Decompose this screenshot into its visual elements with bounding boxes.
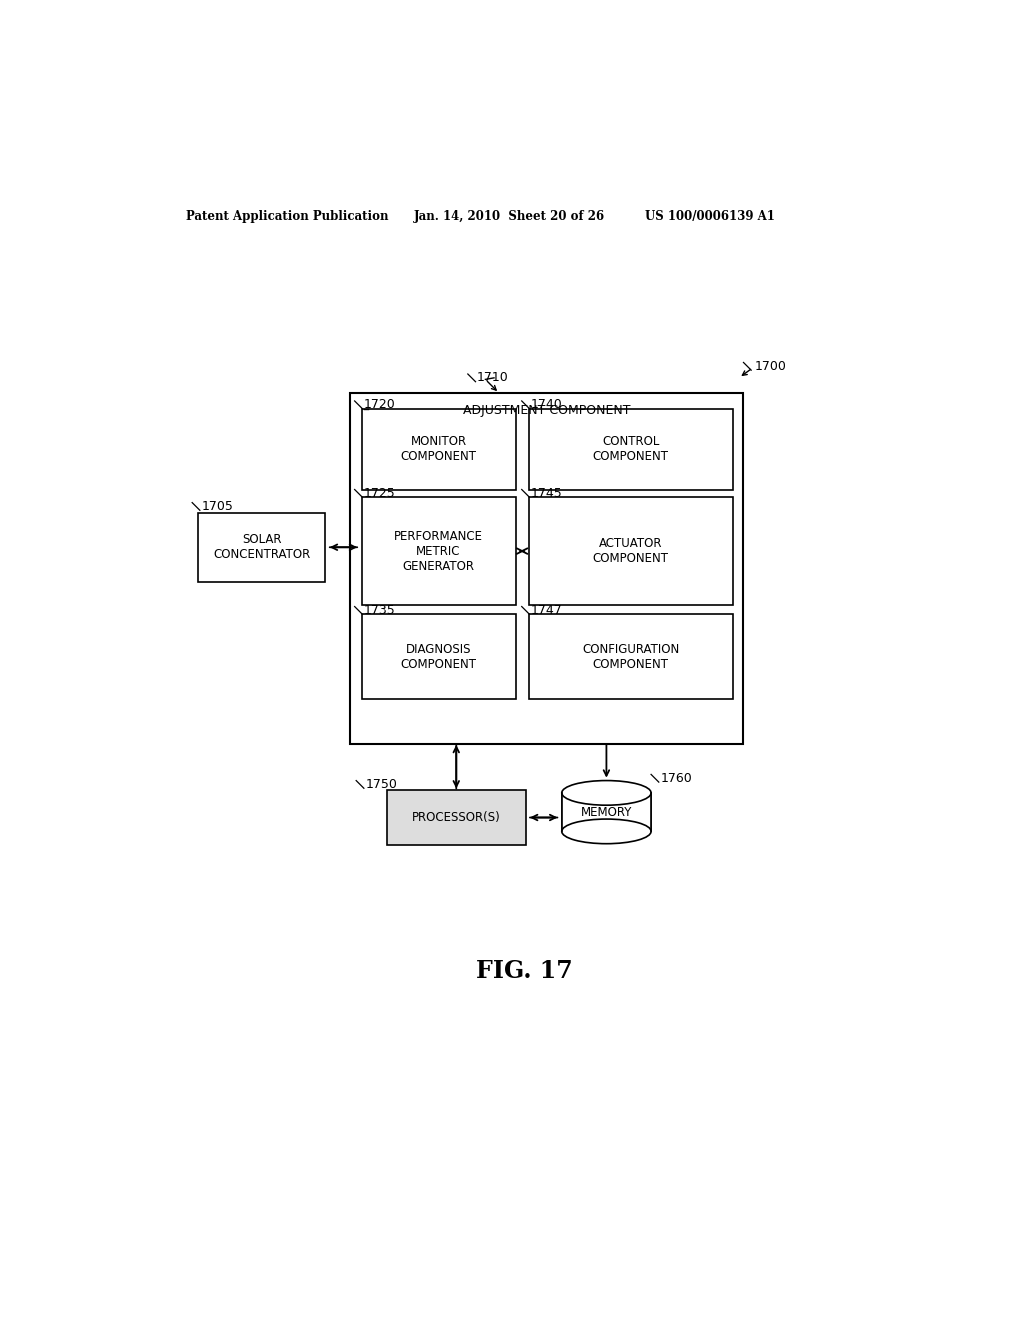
Text: PROCESSOR(S): PROCESSOR(S) (412, 810, 501, 824)
Bar (562, 793, 651, 832)
Text: 1735: 1735 (364, 603, 395, 616)
Text: 1705: 1705 (202, 500, 233, 513)
Text: MONITOR
COMPONENT: MONITOR COMPONENT (400, 436, 476, 463)
Bar (199, 512, 326, 582)
Bar (387, 789, 525, 845)
Bar (361, 498, 515, 605)
Text: FIG. 17: FIG. 17 (476, 958, 573, 983)
Text: 1725: 1725 (364, 487, 395, 500)
Text: 1720: 1720 (364, 399, 395, 412)
Text: CONTROL
COMPONENT: CONTROL COMPONENT (593, 436, 669, 463)
Bar (528, 614, 733, 700)
Bar (350, 393, 742, 743)
Ellipse shape (562, 780, 651, 805)
Bar (361, 614, 515, 700)
Text: ADJUSTMENT COMPONENT: ADJUSTMENT COMPONENT (463, 404, 630, 417)
Text: 1747: 1747 (531, 603, 563, 616)
Ellipse shape (562, 818, 651, 843)
Text: Patent Application Publication: Patent Application Publication (186, 210, 388, 223)
Text: 1740: 1740 (531, 399, 563, 412)
Text: 1710: 1710 (477, 371, 509, 384)
Bar (528, 409, 733, 490)
Text: 1745: 1745 (531, 487, 563, 500)
Text: 1750: 1750 (366, 777, 397, 791)
Text: DIAGNOSIS
COMPONENT: DIAGNOSIS COMPONENT (400, 643, 476, 671)
Bar (361, 409, 515, 490)
Text: 1700: 1700 (755, 360, 786, 372)
Text: US 100/0006139 A1: US 100/0006139 A1 (645, 210, 775, 223)
Text: Jan. 14, 2010  Sheet 20 of 26: Jan. 14, 2010 Sheet 20 of 26 (414, 210, 605, 223)
Text: 1760: 1760 (660, 772, 692, 785)
Text: ACTUATOR
COMPONENT: ACTUATOR COMPONENT (593, 537, 669, 565)
Text: CONFIGURATION
COMPONENT: CONFIGURATION COMPONENT (582, 643, 679, 671)
Text: PERFORMANCE
METRIC
GENERATOR: PERFORMANCE METRIC GENERATOR (394, 529, 483, 573)
Bar (528, 498, 733, 605)
Text: MEMORY: MEMORY (581, 805, 632, 818)
Text: SOLAR
CONCENTRATOR: SOLAR CONCENTRATOR (213, 533, 310, 561)
